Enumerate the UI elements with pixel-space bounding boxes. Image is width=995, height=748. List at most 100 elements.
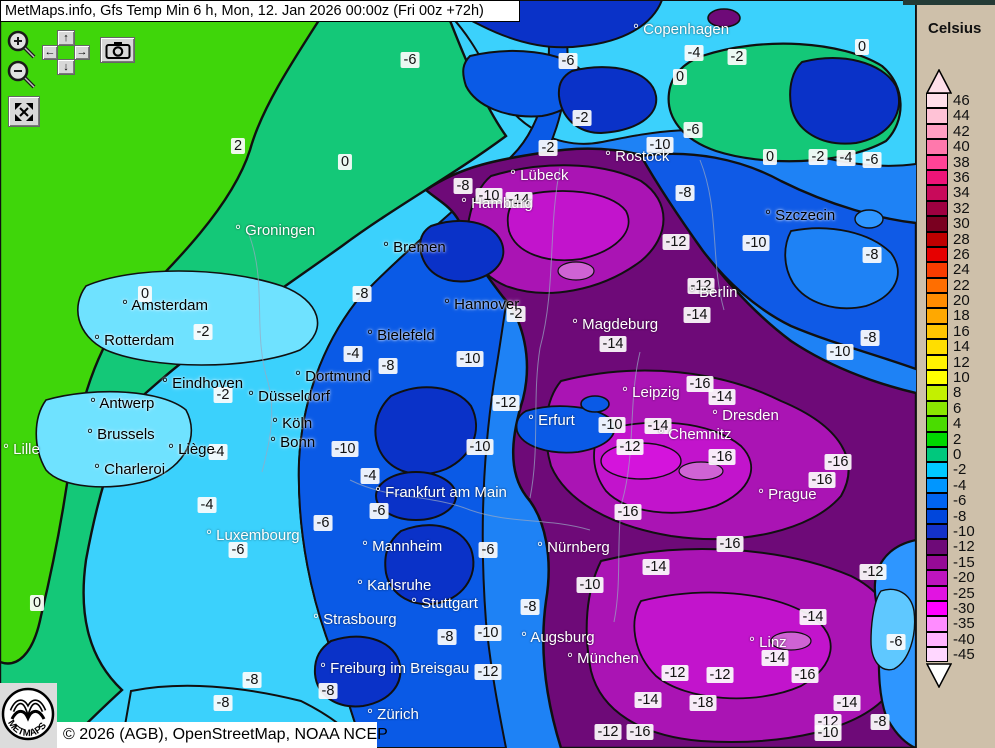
legend-value: 42 [953, 122, 970, 140]
pan-left-button[interactable]: ← [42, 45, 58, 60]
legend-stop: 6 [926, 400, 995, 416]
legend-swatch [926, 616, 948, 632]
legend-swatch [926, 647, 948, 663]
legend-stop: 34 [926, 185, 995, 201]
legend-value: 24 [953, 261, 970, 279]
contour-label: 0 [672, 69, 688, 85]
legend-value: 8 [953, 384, 962, 402]
contour-label: -6 [683, 122, 703, 138]
legend-stop: 12 [926, 354, 995, 370]
pan-down-button[interactable]: ↓ [57, 59, 75, 75]
fullscreen-icon [15, 102, 33, 121]
legend-value: 46 [953, 92, 970, 109]
contour-label: -18 [689, 695, 717, 711]
legend-stop: 22 [926, 277, 995, 293]
legend-stop: 20 [926, 293, 995, 308]
arrow-left-icon: ← [44, 46, 56, 58]
contour-label: -10 [331, 441, 359, 457]
contour-label: -10 [576, 577, 604, 593]
city-label: ° Erfurt [528, 412, 575, 429]
fullscreen-button[interactable] [8, 96, 40, 127]
city-label: ° Lübeck [510, 167, 569, 184]
city-label: ° Karlsruhe [357, 577, 432, 594]
weather-map[interactable] [0, 0, 918, 748]
legend-stop: -35 [926, 616, 995, 632]
legend-swatch [926, 139, 948, 155]
legend-value: -2 [953, 461, 967, 479]
map-top-edge [903, 0, 995, 5]
contour-label: -8 [870, 714, 890, 730]
legend-stop: 40 [926, 139, 995, 155]
legend-swatch [926, 462, 948, 478]
contour-label: -10 [475, 188, 503, 204]
contour-label: -10 [742, 235, 770, 251]
pan-right-button[interactable]: → [74, 45, 90, 60]
legend-value: -45 [953, 646, 975, 664]
zoom-out-icon[interactable] [4, 58, 48, 98]
contour-label: -16 [791, 667, 819, 683]
contour-label: 0 [29, 595, 45, 611]
contour-label: -8 [862, 247, 882, 263]
contour-label: -14 [833, 695, 861, 711]
city-label: ° Copenhagen [633, 21, 730, 38]
legend-value: 20 [953, 292, 970, 310]
legend-value: 18 [953, 307, 970, 325]
city-label: ° Nürnberg [537, 539, 610, 556]
map-controls: ↑ ← → ↓ [0, 24, 140, 134]
contour-label: -16 [614, 504, 642, 520]
contour-label: -16 [808, 472, 836, 488]
contour-label: -8 [453, 178, 473, 194]
legend-stop: 28 [926, 231, 995, 247]
snapshot-button[interactable] [100, 37, 135, 63]
legend-swatch [926, 477, 948, 494]
city-label: ° Szczecin [765, 207, 836, 224]
legend-value: 0 [953, 445, 962, 463]
contour-label: 0 [337, 154, 353, 170]
contour-label: -8 [242, 672, 262, 688]
contour-label: -8 [520, 599, 540, 615]
city-label: ° Antwerp [90, 395, 155, 412]
arrow-right-icon: → [76, 46, 88, 58]
legend-swatch [926, 554, 948, 571]
legend-stop: 30 [926, 216, 995, 232]
legend-stop: 4 [926, 416, 995, 432]
legend-swatch [926, 216, 948, 232]
zoom-in-icon[interactable] [4, 28, 48, 68]
legend-stop: 44 [926, 108, 995, 124]
city-label: ° Stuttgart [411, 595, 478, 612]
city-label: ° Liège [168, 441, 215, 458]
contour-label: -4 [684, 45, 704, 61]
legend-swatch [926, 293, 948, 309]
legend-stop: -6 [926, 493, 995, 509]
legend-value: -8 [953, 507, 967, 525]
city-label: ° Bremen [383, 239, 446, 256]
title-bar: MetMaps.info, Gfs Temp Min 6 h, Mon, 12.… [0, 0, 520, 22]
contour-label: -6 [369, 503, 389, 519]
legend-value: -10 [953, 522, 975, 540]
legend-swatch [926, 585, 948, 601]
city-label: ° Dresden [712, 407, 779, 424]
contour-label: -10 [598, 417, 626, 433]
city-label: ° Eindhoven [162, 375, 244, 392]
legend-stop: 42 [926, 122, 995, 140]
metmaps-logo-icon: METMAPS [1, 687, 55, 741]
contour-label: -4 [836, 150, 856, 166]
city-label: ° Hannover [444, 296, 520, 313]
pan-up-button[interactable]: ↑ [57, 30, 75, 46]
legend-stop: -30 [926, 600, 995, 616]
legend-swatch [926, 416, 948, 432]
legend-stop: -12 [926, 539, 995, 555]
legend-value: -15 [953, 553, 975, 571]
city-label: ° Chemnitz [658, 426, 732, 443]
city-label: ° Luxembourg [206, 527, 300, 544]
contour-label: -4 [208, 444, 228, 460]
contour-label: -2 [572, 110, 592, 126]
legend-value: 38 [953, 153, 970, 171]
legend-arrow-up-icon [926, 69, 952, 94]
contour-label: -16 [824, 454, 852, 470]
contour-label: 0 [762, 149, 778, 165]
legend-swatch [926, 185, 948, 201]
legend-stop: 10 [926, 370, 995, 385]
contour-label: -14 [708, 389, 736, 405]
legend-stop: -25 [926, 585, 995, 601]
